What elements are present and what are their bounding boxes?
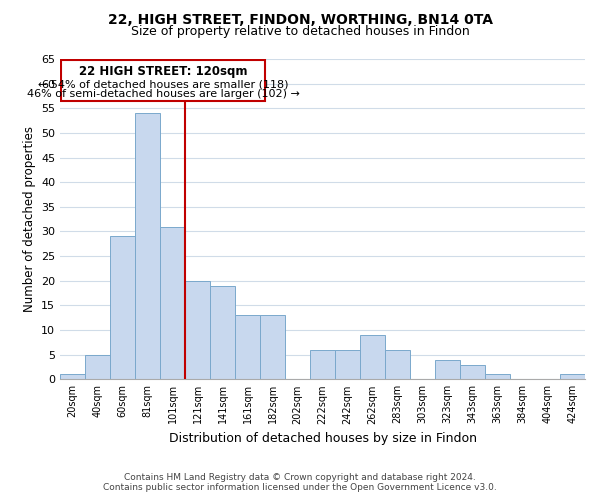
Text: Contains HM Land Registry data © Crown copyright and database right 2024.
Contai: Contains HM Land Registry data © Crown c… [103, 473, 497, 492]
Bar [160, 226, 185, 380]
Text: ← 54% of detached houses are smaller (118): ← 54% of detached houses are smaller (11… [38, 80, 289, 90]
X-axis label: Distribution of detached houses by size in Findon: Distribution of detached houses by size … [169, 432, 476, 445]
Bar [135, 113, 160, 380]
Bar [60, 374, 85, 380]
Bar [310, 350, 335, 380]
Bar [210, 286, 235, 380]
Bar [335, 350, 360, 380]
Text: Size of property relative to detached houses in Findon: Size of property relative to detached ho… [131, 25, 469, 38]
Bar [485, 374, 510, 380]
Bar [235, 315, 260, 380]
Bar [435, 360, 460, 380]
Bar [85, 354, 110, 380]
Bar [385, 350, 410, 380]
Text: 22, HIGH STREET, FINDON, WORTHING, BN14 0TA: 22, HIGH STREET, FINDON, WORTHING, BN14 … [107, 12, 493, 26]
Y-axis label: Number of detached properties: Number of detached properties [23, 126, 35, 312]
Bar [110, 236, 135, 380]
Bar [185, 281, 210, 380]
Bar [260, 315, 285, 380]
Bar [460, 364, 485, 380]
Bar [560, 374, 585, 380]
Bar [61, 60, 265, 101]
Bar [360, 335, 385, 380]
Text: 46% of semi-detached houses are larger (102) →: 46% of semi-detached houses are larger (… [27, 90, 299, 100]
Text: 22 HIGH STREET: 120sqm: 22 HIGH STREET: 120sqm [79, 65, 247, 78]
